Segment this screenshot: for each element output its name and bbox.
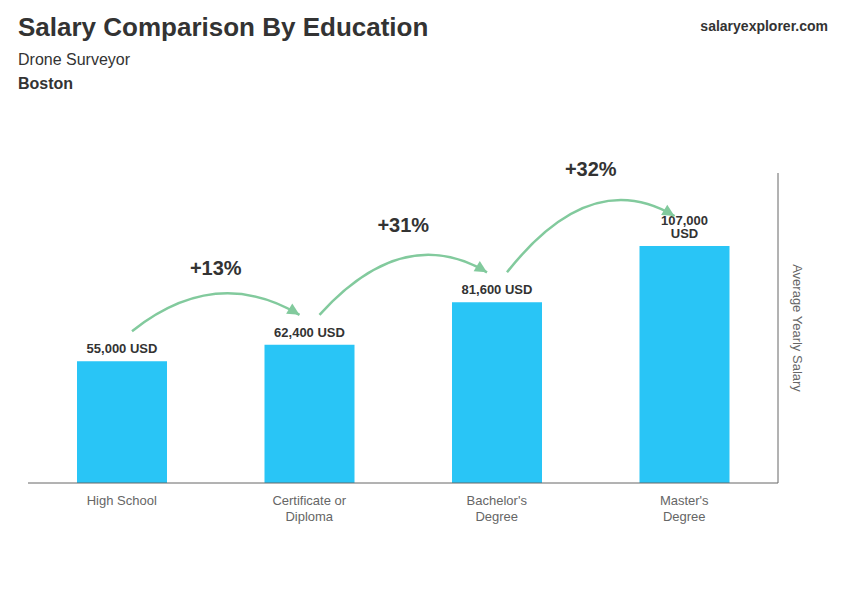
html-text:Drone Surveyor: Drone Surveyor — [18, 51, 130, 68]
svg-text:55,000 USD: 55,000 USD — [87, 341, 158, 356]
html-text:salaryexplorer.com: salaryexplorer.com — [700, 18, 828, 34]
svg-text:Certificate orDiploma: Certificate orDiploma — [272, 493, 346, 524]
svg-text:+13%: +13% — [190, 257, 242, 279]
svg-text:+31%: +31% — [377, 214, 429, 236]
svg-text:+32%: +32% — [565, 158, 617, 180]
svg-text:Master'sDegree: Master'sDegree — [660, 493, 709, 524]
svg-text:62,400 USD: 62,400 USD — [274, 325, 345, 340]
svg-text:Bachelor'sDegree: Bachelor'sDegree — [467, 493, 528, 524]
svg-text:High School: High School — [87, 493, 157, 508]
html-text:Boston: Boston — [18, 75, 74, 92]
svg-text:107,000USD: 107,000USD — [661, 213, 708, 241]
svg-text:81,600 USD: 81,600 USD — [462, 282, 533, 297]
html-text:Salary Comparison By Education: Salary Comparison By Education — [18, 12, 429, 42]
svg-text:Average Yearly Salary: Average Yearly Salary — [790, 264, 805, 392]
